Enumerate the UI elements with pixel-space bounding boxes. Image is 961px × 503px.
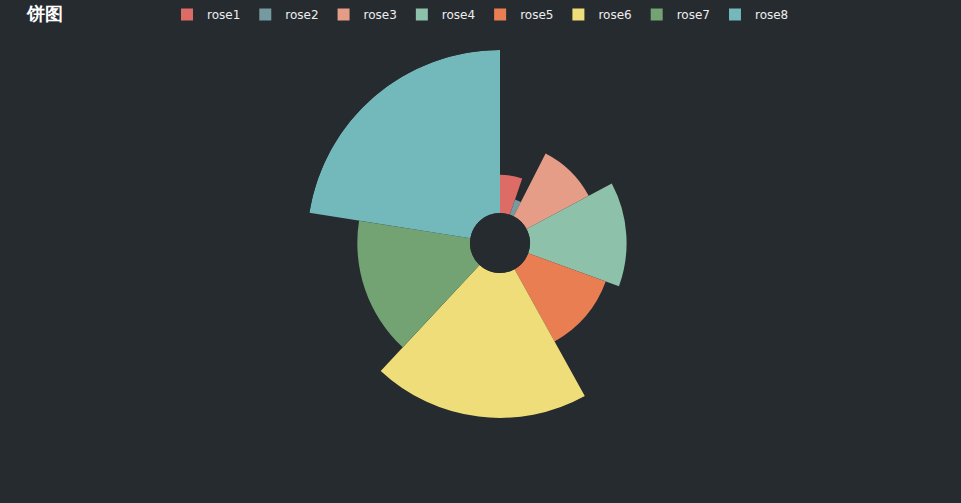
svg-text:rose5: rose5 — [520, 8, 553, 22]
svg-text:rose6: rose6 — [598, 8, 631, 22]
svg-text:rose4: rose4 — [442, 8, 475, 22]
svg-text:饼图: 饼图 — [26, 3, 63, 24]
svg-text:rose8: rose8 — [755, 8, 788, 22]
svg-text:rose3: rose3 — [364, 8, 397, 22]
svg-text:rose2: rose2 — [285, 8, 318, 22]
svg-text:rose1: rose1 — [207, 8, 240, 22]
svg-text:rose7: rose7 — [677, 8, 710, 22]
